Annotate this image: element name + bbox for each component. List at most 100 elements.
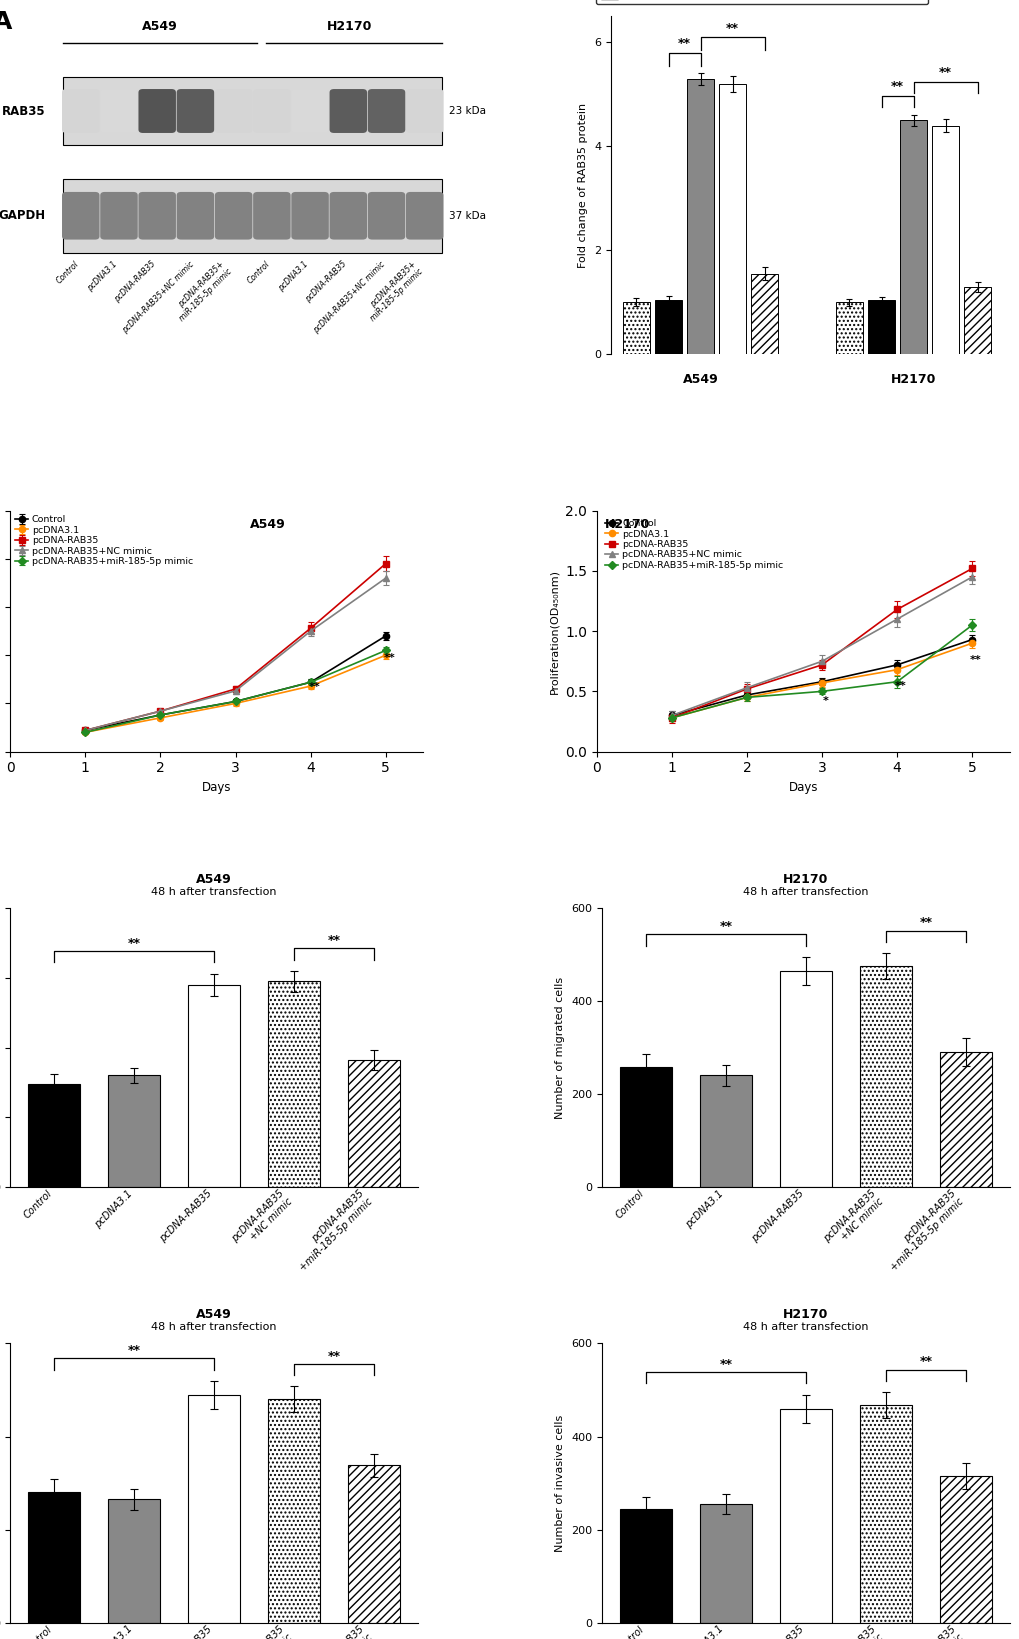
Bar [189,1395,239,1623]
Text: **: ** [383,652,395,662]
Text: **: ** [918,1355,931,1369]
Bar [268,1400,320,1623]
Text: A549: A549 [682,374,717,385]
Bar [780,970,830,1187]
Y-axis label: Fold change of RAB35 protein: Fold change of RAB35 protein [578,103,588,267]
Text: pcDNA-RAB35+
miR-185-5p mimic: pcDNA-RAB35+ miR-185-5p mimic [170,259,233,323]
Text: pcDNA3.1: pcDNA3.1 [276,259,310,293]
Bar [836,302,862,354]
Text: 37 kDa: 37 kDa [448,211,485,221]
FancyBboxPatch shape [139,192,175,239]
Text: pcDNA-RAB35+
miR-185-5p mimic: pcDNA-RAB35+ miR-185-5p mimic [361,259,424,323]
FancyBboxPatch shape [368,89,405,133]
Text: **: ** [327,1349,340,1362]
X-axis label: Days: Days [788,780,817,793]
FancyBboxPatch shape [63,179,442,252]
Bar [859,965,911,1187]
Text: H2170: H2170 [890,374,935,385]
Text: pcDNA-RAB35+NC mimic: pcDNA-RAB35+NC mimic [120,259,196,334]
FancyBboxPatch shape [139,89,175,133]
Y-axis label: Number of invasive cells: Number of invasive cells [555,1414,565,1552]
Bar [751,274,777,354]
Text: Control: Control [55,259,81,285]
Bar [699,1505,751,1623]
Text: **: ** [718,919,732,933]
Bar [29,1493,81,1623]
FancyBboxPatch shape [291,89,328,133]
Text: pcDNA3.1: pcDNA3.1 [86,259,119,293]
Title: A549: A549 [196,874,232,887]
Title: A549: A549 [196,1308,232,1321]
Bar [620,1067,672,1187]
Bar [29,1083,81,1187]
Text: 48 h after transfection: 48 h after transfection [151,1323,277,1333]
Bar [899,120,926,354]
Text: **: ** [969,656,981,665]
Bar [699,1075,751,1187]
Text: Control: Control [246,259,272,285]
Text: **: ** [127,1344,141,1357]
Bar [268,982,320,1187]
Bar [931,126,958,354]
FancyBboxPatch shape [100,192,138,239]
Text: **: ** [718,1359,732,1370]
Text: 23 kDa: 23 kDa [448,107,485,116]
Bar [963,287,990,354]
FancyBboxPatch shape [62,89,100,133]
Bar [347,1465,399,1623]
Bar [780,1408,830,1623]
FancyBboxPatch shape [329,89,367,133]
Legend: Control, pcDNA3.1, pcDNA-RAB35, pcDNA-RAB35+NC mimic, pcDNA-RAB35+miR-185-5p mim: Control, pcDNA3.1, pcDNA-RAB35, pcDNA-RA… [595,0,926,5]
FancyBboxPatch shape [176,192,214,239]
Text: **: ** [938,66,951,79]
Text: **: ** [891,80,903,93]
Text: **: ** [726,21,739,34]
Text: A: A [0,10,12,34]
Text: H2170: H2170 [327,20,372,33]
Bar [938,1052,990,1187]
Bar [938,1477,990,1623]
Text: A549: A549 [142,20,178,33]
Text: **: ** [678,38,691,51]
FancyBboxPatch shape [62,192,100,239]
Bar [623,302,649,354]
Bar [687,79,713,354]
Text: 48 h after transfection: 48 h after transfection [151,887,277,897]
Text: pcDNA-RAB35: pcDNA-RAB35 [304,259,347,305]
Text: H2170: H2170 [604,518,650,531]
Bar [108,1500,160,1623]
FancyBboxPatch shape [406,89,443,133]
Text: GAPDH: GAPDH [0,210,46,223]
X-axis label: Days: Days [202,780,231,793]
FancyBboxPatch shape [63,77,442,144]
Y-axis label: Proliferation(OD₄₅₀nm): Proliferation(OD₄₅₀nm) [549,569,558,693]
Y-axis label: Number of migrated cells: Number of migrated cells [555,977,565,1118]
Legend: Control, pcDNA3.1, pcDNA-RAB35, pcDNA-RAB35+NC mimic, pcDNA-RAB35+miR-185-5p mim: Control, pcDNA3.1, pcDNA-RAB35, pcDNA-RA… [601,515,787,574]
Bar [859,1405,911,1623]
Text: pcDNA-RAB35: pcDNA-RAB35 [112,259,157,305]
Text: 48 h after transfection: 48 h after transfection [742,887,868,897]
FancyBboxPatch shape [368,192,405,239]
FancyBboxPatch shape [406,192,443,239]
Bar [867,300,894,354]
Text: **: ** [894,682,906,692]
Bar [654,300,682,354]
FancyBboxPatch shape [215,192,252,239]
Text: **: ** [127,938,141,951]
Title: H2170: H2170 [783,874,827,887]
Bar [347,1060,399,1187]
FancyBboxPatch shape [291,192,328,239]
FancyBboxPatch shape [176,89,214,133]
Legend: Control, pcDNA3.1, pcDNA-RAB35, pcDNA-RAB35+NC mimic, pcDNA-RAB35+miR-185-5p mim: Control, pcDNA3.1, pcDNA-RAB35, pcDNA-RA… [15,515,193,565]
Text: pcDNA-RAB35+NC mimic: pcDNA-RAB35+NC mimic [311,259,386,334]
Title: H2170: H2170 [783,1308,827,1321]
Text: 48 h after transfection: 48 h after transfection [742,1323,868,1333]
Bar [108,1075,160,1187]
Text: **: ** [918,916,931,929]
Text: *: * [822,697,827,706]
FancyBboxPatch shape [215,89,252,133]
FancyBboxPatch shape [253,89,290,133]
Text: **: ** [327,934,340,947]
Text: RAB35: RAB35 [2,105,46,118]
Text: A549: A549 [250,518,285,531]
